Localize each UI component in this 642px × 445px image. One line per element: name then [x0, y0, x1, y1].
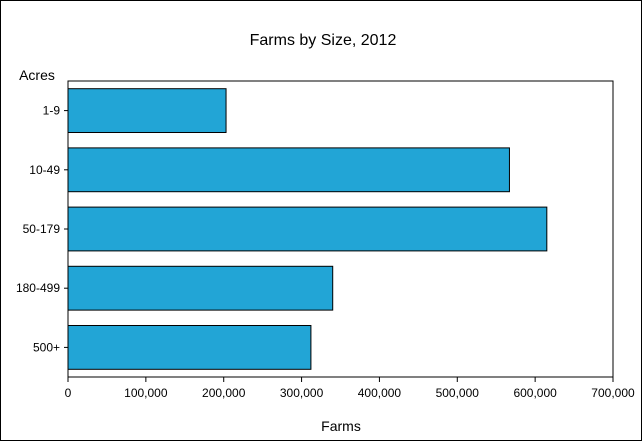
x-tick-label-600000: 600,000 — [513, 386, 557, 400]
y-tick-label-180-499: 180-499 — [16, 281, 60, 295]
x-tick-label-100000: 100,000 — [124, 386, 168, 400]
bar-10-49 — [67, 147, 510, 193]
x-axis-title: Farms — [321, 418, 361, 434]
x-axis: 0 100,000 200,000 300,000 400,000 500,000 600,… — [65, 377, 635, 400]
chart-title: Farms by Size, 2012 — [250, 32, 397, 49]
bar-50-179 — [67, 206, 548, 252]
x-tick-label-500000: 500,000 — [436, 386, 480, 400]
y-tick-labels: 1-9 10-49 50-179 180-499 500+ — [16, 104, 68, 354]
bar-180-499 — [67, 265, 334, 311]
bars-group — [67, 88, 548, 370]
y-tick-label-1-9: 1-9 — [43, 104, 61, 118]
x-tick-label-200000: 200,000 — [202, 386, 246, 400]
x-tick-label-400000: 400,000 — [358, 386, 402, 400]
y-tick-label-10-49: 10-49 — [29, 163, 60, 177]
bar-500+ — [67, 324, 312, 370]
y-tick-label-50-179: 50-179 — [23, 222, 61, 236]
bar-1-9 — [67, 88, 227, 134]
y-tick-label-500+: 500+ — [33, 340, 60, 354]
x-tick-label-300000: 300,000 — [280, 386, 324, 400]
x-tick-label-700000: 700,000 — [591, 386, 635, 400]
y-axis-title: Acres — [19, 67, 55, 83]
x-tick-label-0: 0 — [65, 386, 72, 400]
